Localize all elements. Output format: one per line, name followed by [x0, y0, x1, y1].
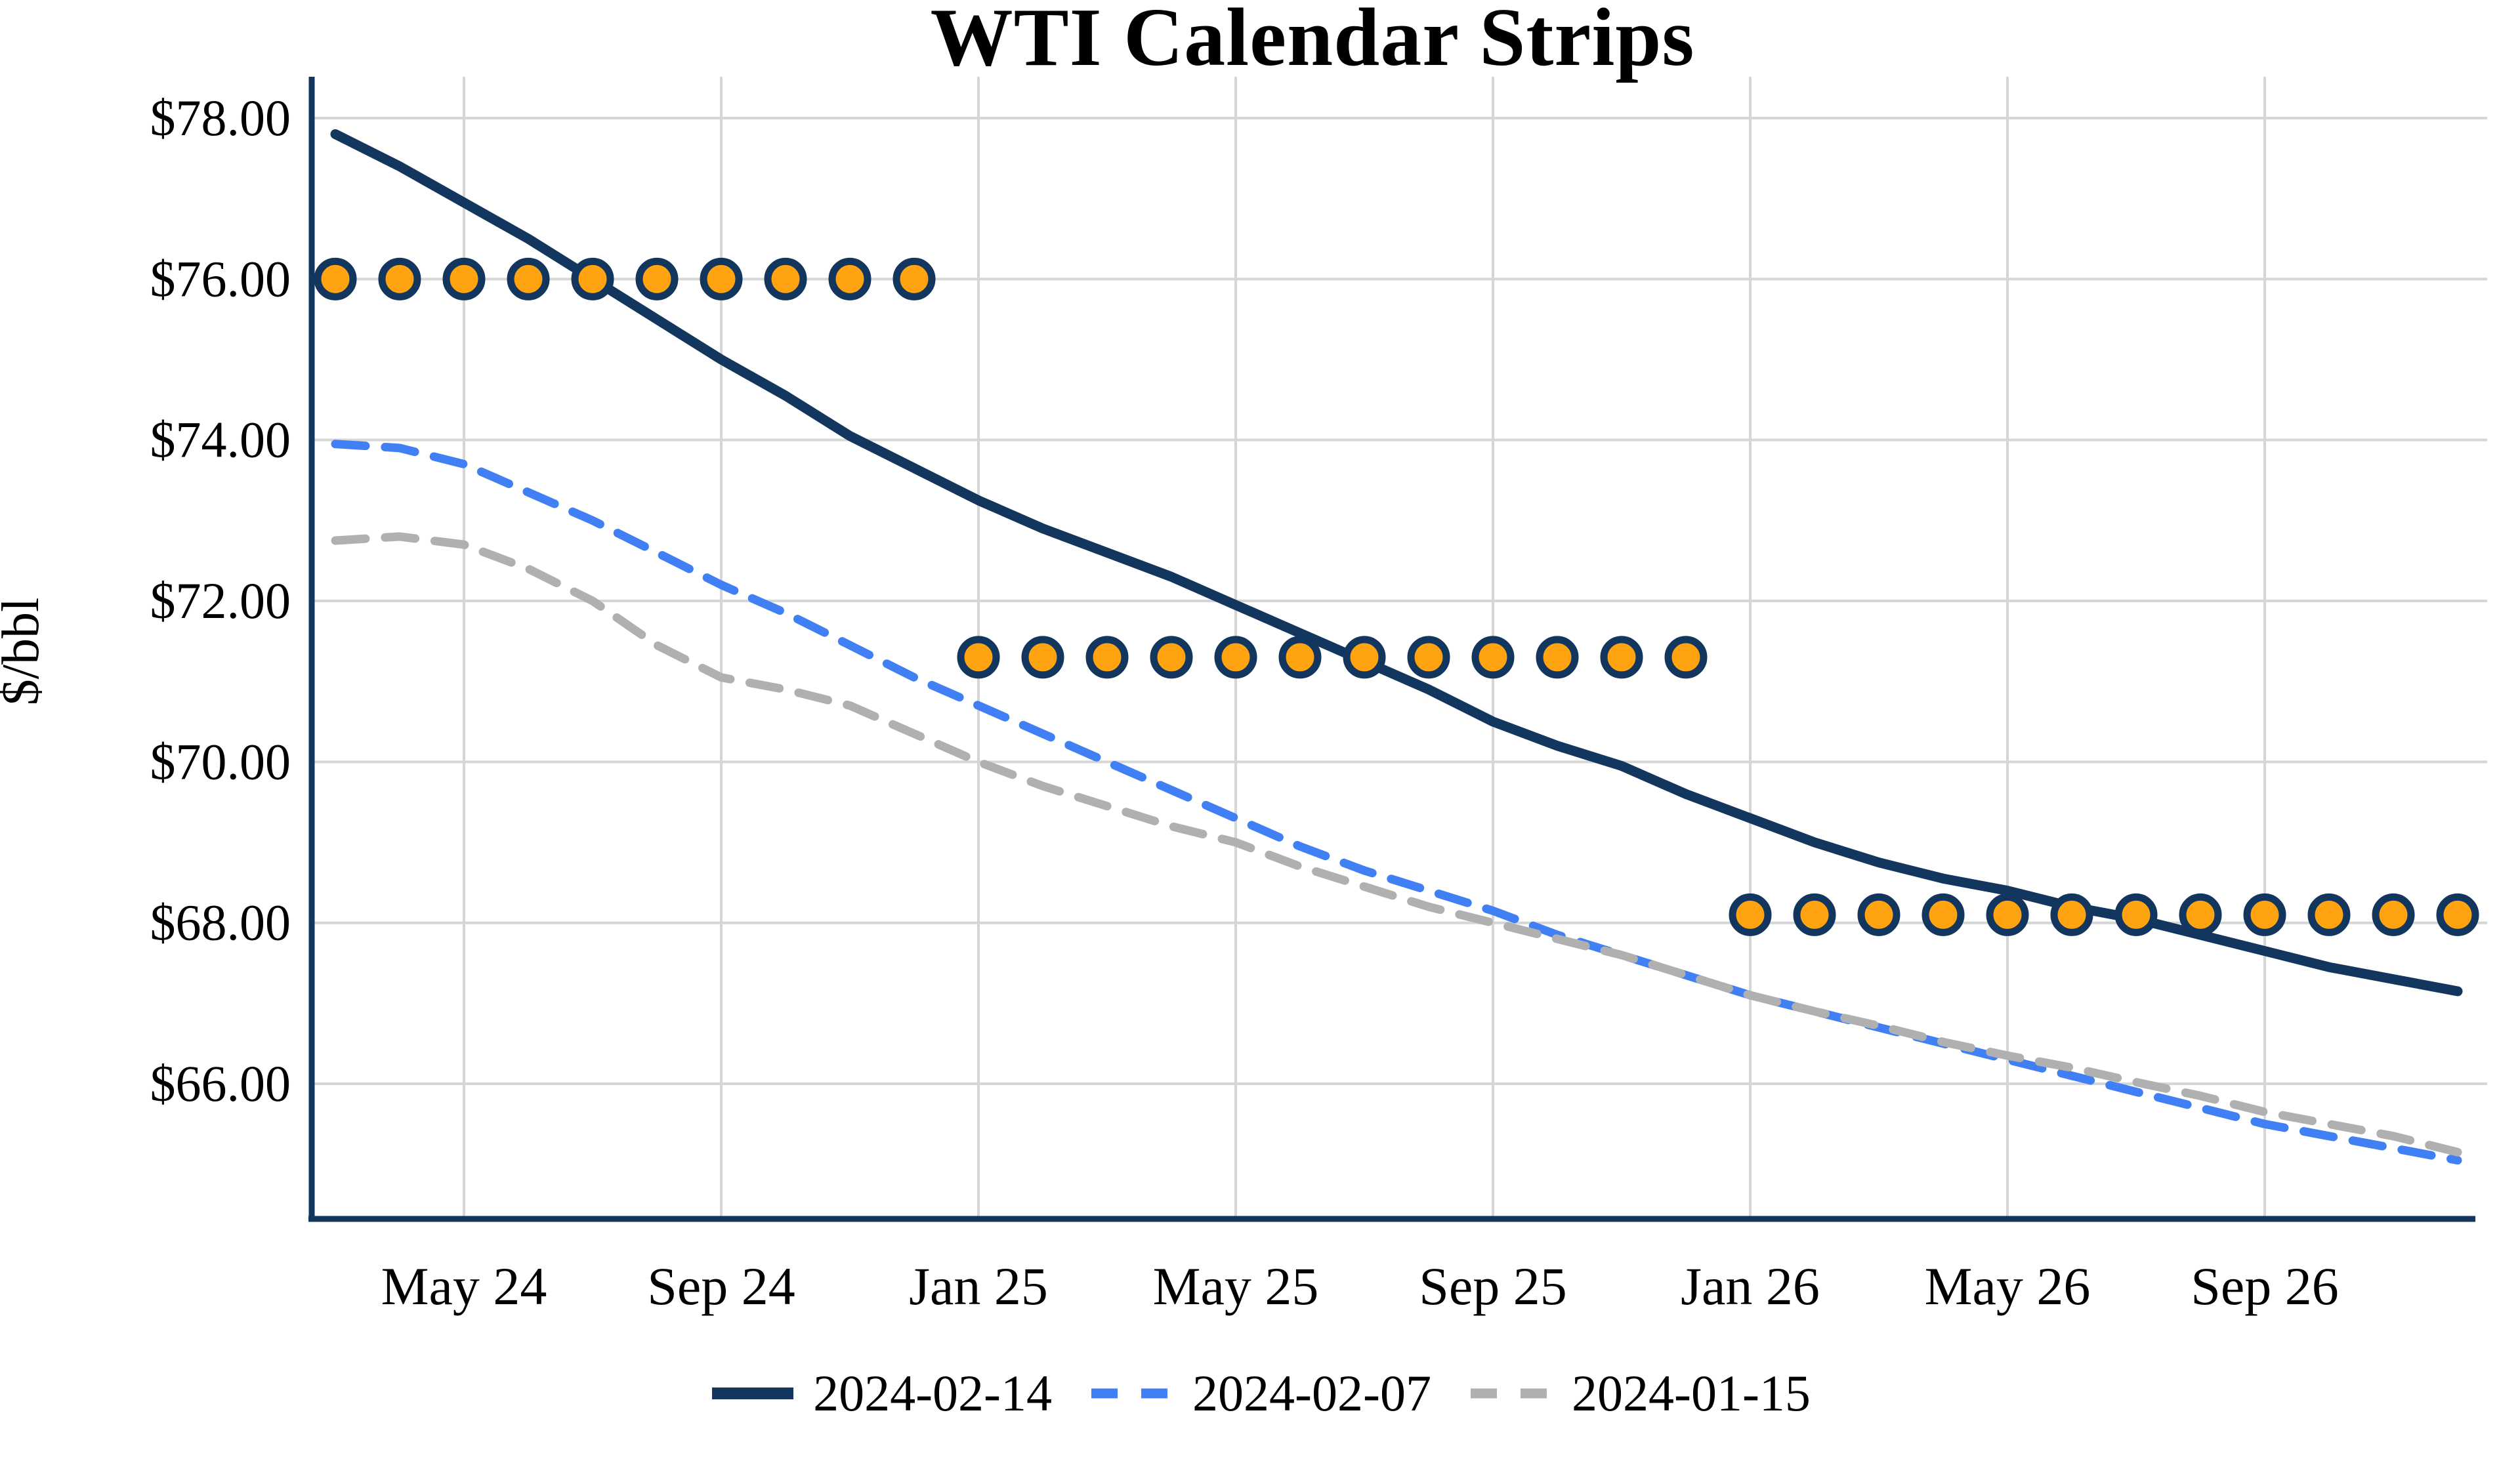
strip-average-dot	[2372, 893, 2415, 936]
strip-average-dot	[1021, 636, 1064, 679]
strip-average-dot	[1214, 636, 1257, 679]
strip-average-dot	[1986, 893, 2029, 936]
y-tick-label: $78.00	[150, 89, 291, 146]
y-tick-label: $74.00	[150, 411, 291, 468]
legend-label: 2024-02-07	[1192, 1365, 1431, 1422]
strip-average-dot	[635, 257, 679, 300]
strip-average-dot	[2436, 893, 2479, 936]
strip-average-dot	[1085, 636, 1129, 679]
strip-average-dot	[1600, 636, 1643, 679]
series-line-2024-01-15	[331, 532, 2462, 1157]
legend-label: 2024-02-14	[813, 1365, 1053, 1422]
strip-average-dot	[1922, 893, 1965, 936]
legend-item-2024-02-07: 2024-02-07	[1089, 1368, 1431, 1419]
strip-average-dot	[1150, 636, 1193, 679]
strip-average-dot	[1407, 636, 1450, 679]
x-tick-label: Sep 25	[1419, 1256, 1567, 1316]
chart-title: WTI Calendar Strips	[930, 0, 1695, 83]
strip-average-dot	[700, 257, 743, 300]
series-line-2024-02-07	[331, 440, 2462, 1165]
strip-average-dot	[571, 257, 614, 300]
x-tick-label: Jan 25	[909, 1256, 1048, 1316]
strip-average-dot	[2243, 893, 2286, 936]
y-tick-label: $72.00	[150, 572, 291, 629]
strip-average-dot	[1278, 636, 1322, 679]
strip-average-dot	[1471, 636, 1515, 679]
strip-average-dot	[1664, 636, 1708, 679]
strip-average-dot	[378, 257, 421, 300]
strip-average-dot	[2114, 893, 2158, 936]
strip-average-dot	[507, 257, 550, 300]
strip-average-dot	[828, 257, 872, 300]
strip-average-dot	[2307, 893, 2351, 936]
strip-average-dot	[1729, 893, 1772, 936]
strip-average-dot	[1343, 636, 1386, 679]
legend-item-2024-02-14: 2024-02-14	[709, 1368, 1052, 1419]
series-line-2024-02-14	[330, 129, 2463, 997]
strip-average-dot	[892, 257, 936, 300]
strip-average-dot	[2179, 893, 2222, 936]
x-tick-label: Jan 26	[1681, 1256, 1820, 1316]
strip-average-dot	[2050, 893, 2093, 936]
y-tick-label: $66.00	[150, 1055, 291, 1112]
y-tick-label: $70.00	[150, 733, 291, 790]
legend-swatch-dashed-line	[1091, 1388, 1173, 1399]
strip-average-dot	[1857, 893, 1900, 936]
legend-label: 2024-01-15	[1571, 1365, 1811, 1422]
legend: 2024-02-14 2024-02-07 2024-01-15	[0, 1368, 2520, 1419]
x-tick-label: Sep 24	[647, 1256, 795, 1316]
strip-average-dot	[442, 257, 486, 300]
strip-average-dot	[764, 257, 807, 300]
x-tick-label: May 26	[1925, 1256, 2091, 1316]
legend-swatch-dashed-line	[1470, 1388, 1552, 1399]
legend-swatch-solid-line	[712, 1388, 794, 1399]
legend-item-2024-01-15: 2024-01-15	[1468, 1368, 1811, 1419]
strip-average-dot	[1793, 893, 1836, 936]
strip-average-dot	[314, 257, 357, 300]
x-tick-label: May 25	[1153, 1256, 1319, 1316]
y-tick-label: $68.00	[150, 894, 291, 951]
y-tick-label: $76.00	[150, 250, 291, 307]
x-tick-label: Sep 26	[2191, 1256, 2339, 1316]
strip-average-dot	[957, 636, 1000, 679]
strip-average-dot	[1536, 636, 1579, 679]
x-tick-label: May 24	[381, 1256, 547, 1316]
